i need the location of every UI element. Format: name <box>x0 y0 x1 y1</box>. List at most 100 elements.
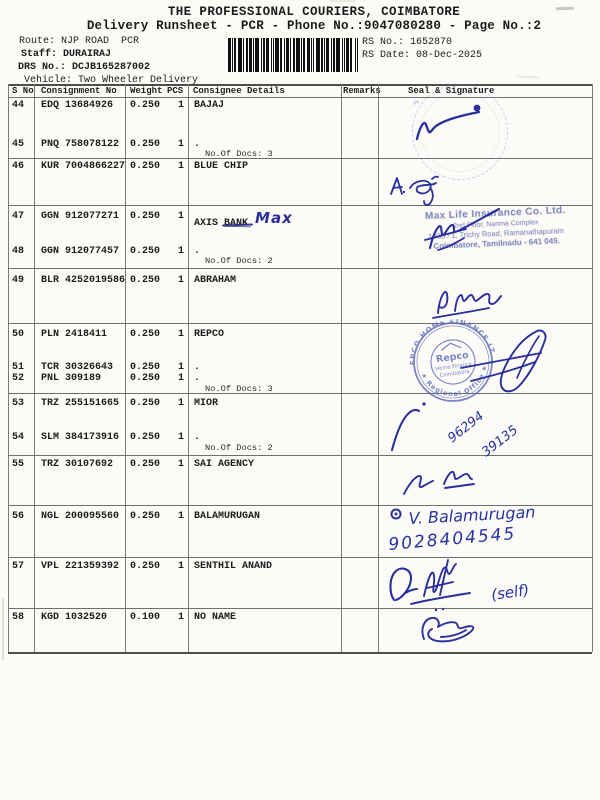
row-weight: 0.250 <box>130 459 161 470</box>
row-consignment-no: PLN 2418411 <box>41 329 108 340</box>
row-pcs: 1 <box>177 612 184 623</box>
signature-row57 <box>389 559 471 612</box>
table-vline <box>592 84 593 652</box>
row-sno: 57 <box>12 561 25 572</box>
row-weight: 0.250 <box>130 561 161 572</box>
table-hline <box>8 158 592 159</box>
docs-note: No.Of Docs: 3 <box>205 384 273 394</box>
row-consignee: BAJAJ <box>194 100 225 111</box>
row-consignment-no: SLM 384173916 <box>41 432 120 443</box>
signature-row55 <box>403 470 475 495</box>
handwritten-max: Max <box>255 209 293 227</box>
rs-date-info: RS Date: 08-Dec-2025 <box>362 50 483 61</box>
row-consignment-no: KUR 7004866227 <box>41 161 126 172</box>
row-pcs: 1 <box>177 100 184 111</box>
row-consignee: REPCO <box>194 329 225 340</box>
row-consignment-no: GGN 912077457 <box>41 246 120 257</box>
row-consignment-no: TRZ 30107692 <box>41 459 114 470</box>
page-title: THE PROFESSIONAL COURIERS, COIMBATORE <box>167 5 461 19</box>
signature-row58 <box>421 616 475 643</box>
row-consignee: BLUE CHIP <box>194 161 249 172</box>
row-weight: 0.250 <box>130 100 161 111</box>
table-vline <box>34 84 35 652</box>
handwritten-balamurugan-phone: 9028404545 <box>388 524 517 555</box>
row-weight: 0.250 <box>130 373 161 384</box>
drs-no-info: DRS No.: DCJB165287002 <box>18 62 151 73</box>
row-consignment-no: VPL 221359392 <box>41 561 120 572</box>
handwritten-mobile-part1: 96294 <box>445 409 487 446</box>
barcode <box>228 38 360 72</box>
scan-smudge-top-right <box>555 6 575 11</box>
row-consignment-no: NGL 200095560 <box>41 511 120 522</box>
row-pcs: 1 <box>177 211 184 222</box>
row-sno: 45 <box>12 139 25 150</box>
col-header-sno: S No <box>12 86 34 96</box>
row-pcs: 1 <box>177 459 184 470</box>
row-consignee: . <box>194 139 201 150</box>
table-vline <box>125 84 126 652</box>
row-sno: 58 <box>12 612 25 623</box>
row-consignment-no: TCR 30326643 <box>41 362 114 373</box>
docs-note: No.Of Docs: 2 <box>205 443 273 453</box>
row-sno: 48 <box>12 246 25 257</box>
row-consignment-no: EDQ 13684926 <box>41 100 114 111</box>
row-pcs: 1 <box>177 161 184 172</box>
table-hline <box>8 652 592 654</box>
row-pcs: 1 <box>177 373 184 384</box>
repco-stamp: REPCO HOME FINANCE LTD ★ Regional Office… <box>387 312 497 403</box>
row-sno: 55 <box>12 459 25 470</box>
row-pcs: 1 <box>177 362 184 373</box>
row-consignee: SENTHIL ANAND <box>194 561 273 572</box>
row-pcs: 1 <box>177 511 184 522</box>
row-weight: 0.250 <box>130 511 161 522</box>
table-hline <box>8 97 592 98</box>
scan-edge-line <box>2 598 4 660</box>
row-sno: 47 <box>12 211 25 222</box>
row-consignment-no: PNQ 758078122 <box>41 139 120 150</box>
row-consignee: AXIS BANK Max <box>194 209 293 229</box>
row-weight: 0.250 <box>130 362 161 373</box>
table-vline <box>8 84 9 652</box>
faint-round-stamp-inner <box>420 92 500 172</box>
repco-roof-icon <box>440 342 462 351</box>
docs-note: No.Of Docs: 3 <box>205 149 273 159</box>
table-hline <box>8 205 592 206</box>
row-consignee: . <box>194 362 201 373</box>
row-consignment-no: TRZ 255151665 <box>41 398 120 409</box>
row-sno: 54 <box>12 432 25 443</box>
row-pcs: 1 <box>177 246 184 257</box>
row-consignee: . <box>194 246 201 257</box>
row-pcs: 1 <box>177 432 184 443</box>
rs-no-info: RS No.: 1652870 <box>362 37 453 48</box>
row-pcs: 1 <box>177 561 184 572</box>
row-pcs: 1 <box>177 139 184 150</box>
row-consignee: SAI AGENCY <box>194 459 255 470</box>
col-header-weight: Weight <box>130 86 163 96</box>
table-vline <box>378 84 379 652</box>
vehicle-info: Vehicle: Two Wheeler Delivery <box>24 75 199 86</box>
repco-stamp-center2: Home Finance <box>435 361 472 372</box>
row-consignee: ABRAHAM <box>194 275 237 286</box>
col-header-consignee: Consignee Details <box>193 86 285 96</box>
row-consignment-no: KGD 1032520 <box>41 612 108 623</box>
row-sno: 46 <box>12 161 25 172</box>
table-hline <box>8 455 592 456</box>
row-consignee-struck-text: BANK <box>224 218 249 229</box>
handwritten-balamurugan-name: V. Balamurugan <box>408 502 536 528</box>
table-hline <box>8 557 592 558</box>
row-sno: 49 <box>12 275 25 286</box>
row-weight: 0.250 <box>130 329 161 340</box>
scan-smudge-header <box>515 75 541 79</box>
table-hline <box>8 323 592 324</box>
row-sno: 52 <box>12 373 25 384</box>
repco-stamp-center3: Coimbatore <box>439 369 470 379</box>
row-sno: 50 <box>12 329 25 340</box>
row-weight: 0.100 <box>130 612 161 623</box>
row-weight: 0.250 <box>130 246 161 257</box>
row-pcs: 1 <box>177 329 184 340</box>
table-hline <box>8 268 592 269</box>
route-info: Route: NJP ROAD PCR <box>19 36 140 47</box>
row-pcs: 1 <box>177 275 184 286</box>
row-sno: 56 <box>12 511 25 522</box>
row-sno: 53 <box>12 398 25 409</box>
